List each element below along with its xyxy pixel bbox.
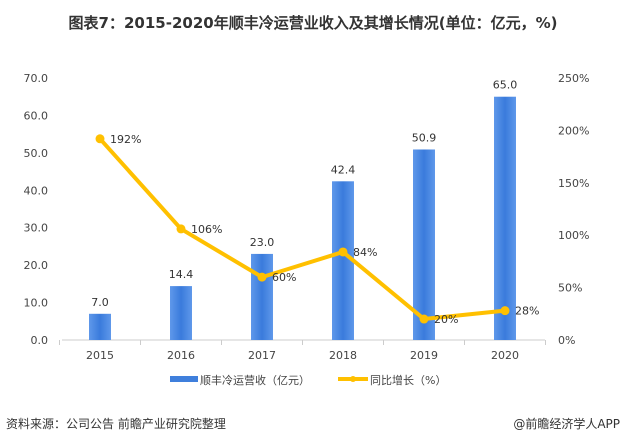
left-tick-label: 50.0	[24, 147, 49, 160]
left-tick-label: 10.0	[24, 297, 49, 310]
bar-data-label: 14.4	[169, 268, 194, 281]
legend-bar-swatch	[170, 376, 198, 382]
source-note: 资料来源：公司公告 前瞻产业研究院整理	[6, 416, 226, 431]
bar	[494, 96, 516, 340]
line-data-label: 192%	[110, 133, 141, 146]
legend-line-marker	[350, 376, 356, 382]
left-tick-label: 30.0	[24, 222, 49, 235]
x-tick-label: 2020	[491, 349, 519, 362]
bar	[332, 181, 354, 340]
bar	[170, 286, 192, 340]
left-tick-label: 60.0	[24, 109, 49, 122]
bar	[251, 253, 273, 340]
line-point	[338, 247, 348, 257]
line-data-label: 28%	[515, 305, 539, 318]
left-tick-label: 40.0	[24, 184, 49, 197]
x-tick-label: 2015	[86, 349, 114, 362]
legend-bar-label: 顺丰冷运营收（亿元）	[200, 373, 310, 387]
line-point	[257, 272, 267, 282]
right-tick-label: 250%	[558, 72, 589, 85]
x-tick-label: 2018	[329, 349, 357, 362]
bar-data-label: 50.9	[412, 131, 437, 144]
bar	[89, 313, 111, 340]
left-tick-label: 0.0	[31, 334, 49, 347]
line-point	[419, 314, 429, 324]
left-tick-label: 70.0	[24, 72, 49, 85]
right-tick-label: 150%	[558, 177, 589, 190]
x-tick-label: 2019	[410, 349, 438, 362]
bar	[413, 149, 435, 340]
x-tick-label: 2017	[248, 349, 276, 362]
right-tick-label: 50%	[558, 282, 582, 295]
credit: @前瞻经济学人APP	[513, 416, 620, 431]
bar-data-label: 42.4	[331, 163, 356, 176]
chart-title: 图表7：2015-2020年顺丰冷运营业收入及其增长情况(单位：亿元，%)	[69, 14, 558, 32]
line-data-label: 60%	[272, 271, 296, 284]
right-tick-label: 100%	[558, 229, 589, 242]
line-data-label: 84%	[353, 246, 377, 259]
line-data-label: 106%	[191, 223, 222, 236]
bar-data-label: 23.0	[250, 236, 275, 249]
line-point	[176, 224, 186, 234]
line-data-label: 20%	[434, 313, 458, 326]
bar-data-label: 7.0	[91, 296, 109, 309]
left-tick-label: 20.0	[24, 259, 49, 272]
right-tick-label: 200%	[558, 124, 589, 137]
line-point	[95, 134, 105, 144]
bar-data-label: 65.0	[493, 79, 518, 92]
line-point	[500, 306, 510, 316]
x-tick-label: 2016	[167, 349, 195, 362]
growth-line	[98, 137, 506, 322]
legend-line-label: 同比增长（%）	[370, 373, 446, 387]
right-tick-label: 0%	[558, 334, 575, 347]
legend: 顺丰冷运营收（亿元） 同比增长（%）	[170, 373, 446, 387]
